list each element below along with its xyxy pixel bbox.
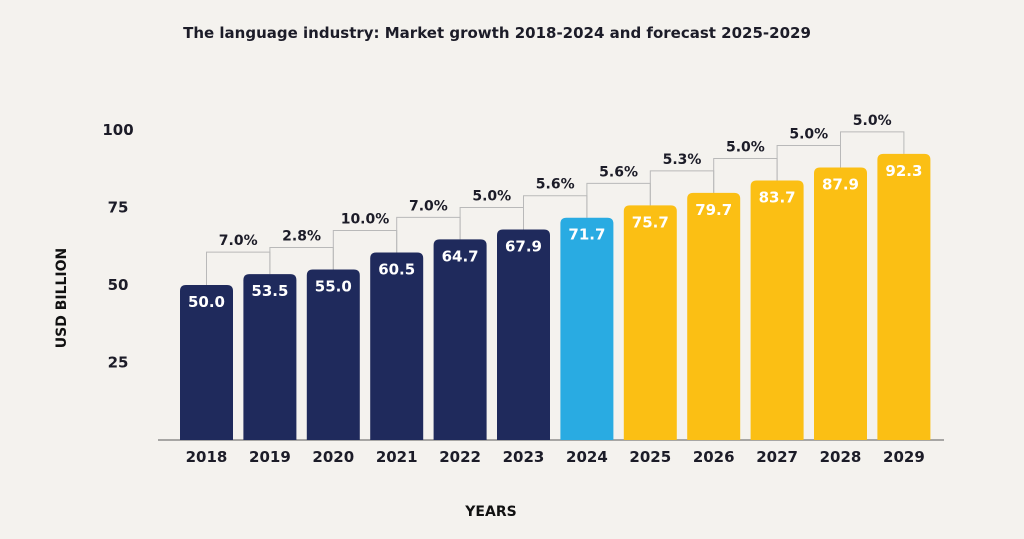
growth-rate-label: 5.0% [789,127,828,143]
growth-rate-label: 5.6% [599,164,638,180]
bar [814,167,867,440]
x-tick-label: 2021 [376,448,418,466]
bar [497,229,550,440]
growth-rate-label: 7.0% [409,198,448,214]
growth-rate-label: 5.0% [853,113,892,129]
x-tick-label: 2025 [629,448,671,466]
growth-rate-label: 5.0% [472,189,511,205]
bar [370,252,424,440]
x-tick-label: 2024 [566,448,608,466]
bar-value-label: 79.7 [695,201,732,219]
chart-title: The language industry: Market growth 201… [183,24,811,42]
x-tick-label: 2023 [503,448,545,466]
y-tick-label: 50 [108,276,129,294]
x-tick-label: 2029 [883,448,925,466]
growth-labels: 7.0% 2.8% 10.0% 7.0% 5.0% 5.6% 5.6% 5.3% 5.0% 5.0… [219,113,892,249]
bar [687,192,741,440]
bar [433,239,487,440]
growth-connector [840,131,905,168]
bar [623,205,677,440]
bar-value-label: 67.9 [505,238,542,256]
growth-rate-label: 5.6% [536,177,575,193]
y-tick-label: 100 [102,121,133,139]
bar [877,153,931,440]
x-tick-label: 2020 [312,448,354,466]
bar-value-label: 50.0 [188,293,225,311]
bars: 50.0 53.5 55.0 60.5 64.7 67.9 71.7 75.7 79.7 83.7… [180,153,931,440]
bar [750,180,804,440]
bar-value-label: 55.0 [315,278,352,296]
bar-value-label: 60.5 [378,260,415,278]
y-tick-label: 25 [108,354,129,372]
y-tick-label: 75 [108,199,129,217]
bar [306,269,360,440]
bar-value-label: 75.7 [632,213,669,231]
y-axis-label: USD BILLION [54,248,70,349]
x-tick-label: 2019 [249,448,291,466]
bar [243,274,297,440]
x-tick-label: 2026 [693,448,735,466]
y-axis-ticks: 25 50 75 100 [102,121,133,372]
bar-value-label: 71.7 [568,226,605,244]
bar-value-label: 83.7 [759,189,796,207]
x-tick-label: 2018 [186,448,228,466]
bar-value-label: 64.7 [442,247,479,265]
bar [180,285,233,440]
bar-value-label: 87.9 [822,176,859,194]
bar [560,217,614,440]
growth-rate-label: 5.0% [726,140,765,156]
bar-value-label: 53.5 [251,282,288,300]
growth-rate-label: 5.3% [663,152,702,168]
x-tick-label: 2022 [439,448,481,466]
x-tick-label: 2028 [820,448,862,466]
growth-rate-label: 2.8% [282,229,321,245]
x-axis-ticks: 2018 2019 2020 2021 2022 2023 2024 2025 2026 2027… [186,448,925,466]
bar-value-label: 92.3 [885,162,922,180]
x-tick-label: 2027 [756,448,798,466]
growth-connectors [206,131,905,285]
x-axis-label: YEARS [464,504,516,520]
growth-rate-label: 7.0% [219,233,258,249]
growth-rate-label: 10.0% [341,211,390,227]
